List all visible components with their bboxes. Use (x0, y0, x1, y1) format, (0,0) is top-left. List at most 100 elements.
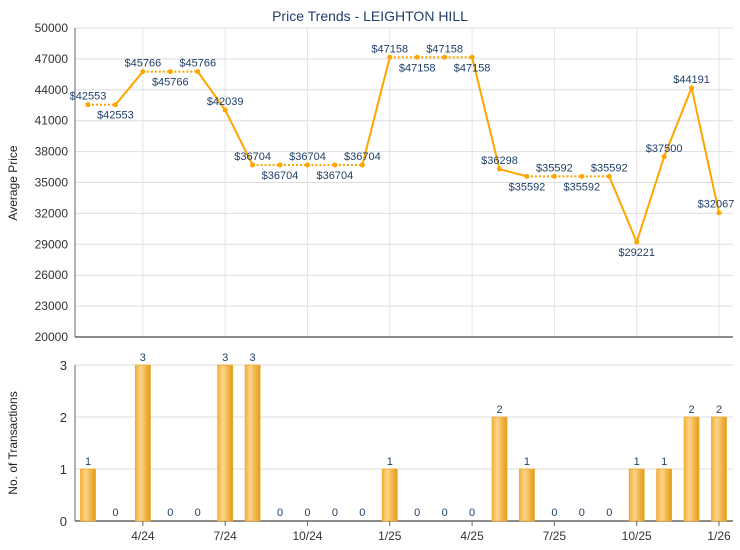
transaction-data-label: 0 (195, 507, 201, 519)
price-data-label: $45766 (179, 58, 216, 70)
transactions-y-tick-label: 3 (60, 358, 67, 373)
transaction-bar (134, 364, 151, 522)
price-point (606, 173, 612, 179)
transaction-data-label: 0 (277, 507, 283, 519)
transaction-bar (244, 364, 261, 522)
price-data-label: $45766 (125, 58, 162, 70)
price-point (551, 173, 557, 179)
chart-title: Price Trends - LEIGHTON HILL (272, 8, 468, 24)
transaction-bar (628, 468, 645, 522)
x-tick-label: 10/24 (292, 529, 322, 543)
price-data-label: $44191 (673, 74, 710, 86)
transaction-bar (217, 364, 234, 522)
price-data-label: $47158 (426, 43, 463, 55)
transaction-bar (80, 468, 96, 522)
transaction-data-label: 0 (167, 507, 173, 519)
transaction-bar (519, 468, 535, 522)
transaction-data-label: 1 (387, 456, 393, 468)
price-point (85, 102, 91, 108)
price-data-label: $32067 (698, 199, 735, 211)
transaction-data-label: 0 (579, 507, 585, 519)
x-tick-label: 4/25 (460, 529, 484, 543)
transaction-data-label: 0 (469, 507, 475, 519)
price-point (304, 162, 310, 168)
price-y-tick-label: 50000 (35, 21, 69, 35)
price-point (469, 54, 475, 60)
price-line-segment (114, 70, 144, 106)
transaction-data-label: 0 (359, 507, 365, 519)
price-y-tick-label: 23000 (35, 299, 69, 313)
x-tick-label: 7/25 (543, 529, 567, 543)
price-point (689, 85, 695, 91)
price-point (387, 54, 393, 60)
x-tick-label: 7/24 (213, 529, 237, 543)
x-tick-label: 1/25 (378, 529, 402, 543)
price-point (524, 173, 530, 179)
transaction-data-label: 1 (661, 456, 667, 468)
price-data-label: $36704 (289, 151, 326, 163)
price-data-label: $36704 (317, 170, 354, 182)
price-data-label: $35592 (591, 162, 628, 174)
price-point (140, 69, 146, 75)
price-data-label: $36704 (344, 151, 381, 163)
price-y-tick-label: 26000 (35, 268, 69, 282)
price-data-label: $29221 (618, 247, 655, 259)
price-y-axis-label: Average Price (6, 145, 20, 220)
price-data-label: $42553 (70, 91, 107, 103)
price-data-label: $36298 (481, 155, 518, 167)
transactions-y-axis-label: No. of Transactions (6, 391, 20, 494)
price-point (167, 69, 173, 75)
price-data-label: $36704 (234, 151, 271, 163)
price-data-label: $47158 (371, 43, 408, 55)
price-data-label: $47158 (454, 62, 491, 74)
price-y-tick-label: 29000 (35, 237, 69, 251)
price-data-label: $42039 (207, 96, 244, 108)
price-point (661, 154, 667, 160)
price-line-segment (635, 156, 666, 243)
price-data-label: $35592 (536, 162, 573, 174)
price-point (250, 162, 256, 168)
transaction-data-label: 0 (606, 507, 612, 519)
price-point (716, 210, 722, 216)
price-point (112, 102, 118, 108)
transactions-y-tick-label: 0 (60, 514, 67, 529)
price-data-label: $42553 (97, 110, 134, 122)
transactions-y-tick-label: 1 (60, 462, 67, 477)
transaction-data-label: 1 (524, 456, 530, 468)
price-line-segment (361, 57, 391, 166)
price-point (634, 239, 640, 245)
transaction-data-label: 3 (222, 352, 228, 364)
price-y-tick-label: 35000 (35, 176, 69, 190)
transaction-data-label: 2 (716, 404, 722, 416)
transaction-data-label: 2 (689, 404, 695, 416)
transaction-data-label: 3 (140, 352, 146, 364)
x-tick-label: 1/26 (707, 529, 731, 543)
price-line-segment (608, 176, 638, 243)
transaction-bar (381, 468, 398, 522)
price-data-label: $37500 (646, 143, 683, 155)
transaction-bar (491, 416, 508, 522)
transaction-bar (656, 468, 673, 522)
transaction-data-label: 1 (634, 456, 640, 468)
price-line-segment (224, 109, 254, 166)
price-point (277, 162, 283, 168)
price-point (359, 162, 365, 168)
x-tick-label: 10/25 (622, 529, 652, 543)
price-point (195, 69, 201, 75)
transaction-data-label: 0 (414, 507, 420, 519)
price-data-label: $35592 (563, 181, 600, 193)
price-y-tick-label: 47000 (35, 52, 69, 66)
transaction-data-label: 0 (112, 507, 118, 519)
price-data-label: $35592 (509, 181, 546, 193)
price-point (442, 54, 448, 60)
price-y-tick-label: 20000 (35, 330, 69, 344)
transaction-data-label: 0 (304, 507, 310, 519)
price-y-tick-label: 38000 (35, 145, 69, 159)
price-data-label: $45766 (152, 77, 189, 89)
x-tick-label: 4/24 (131, 529, 155, 543)
price-line-segment (196, 71, 226, 111)
price-y-tick-label: 32000 (35, 206, 69, 220)
price-point (579, 173, 585, 179)
price-line-segment (499, 168, 528, 178)
